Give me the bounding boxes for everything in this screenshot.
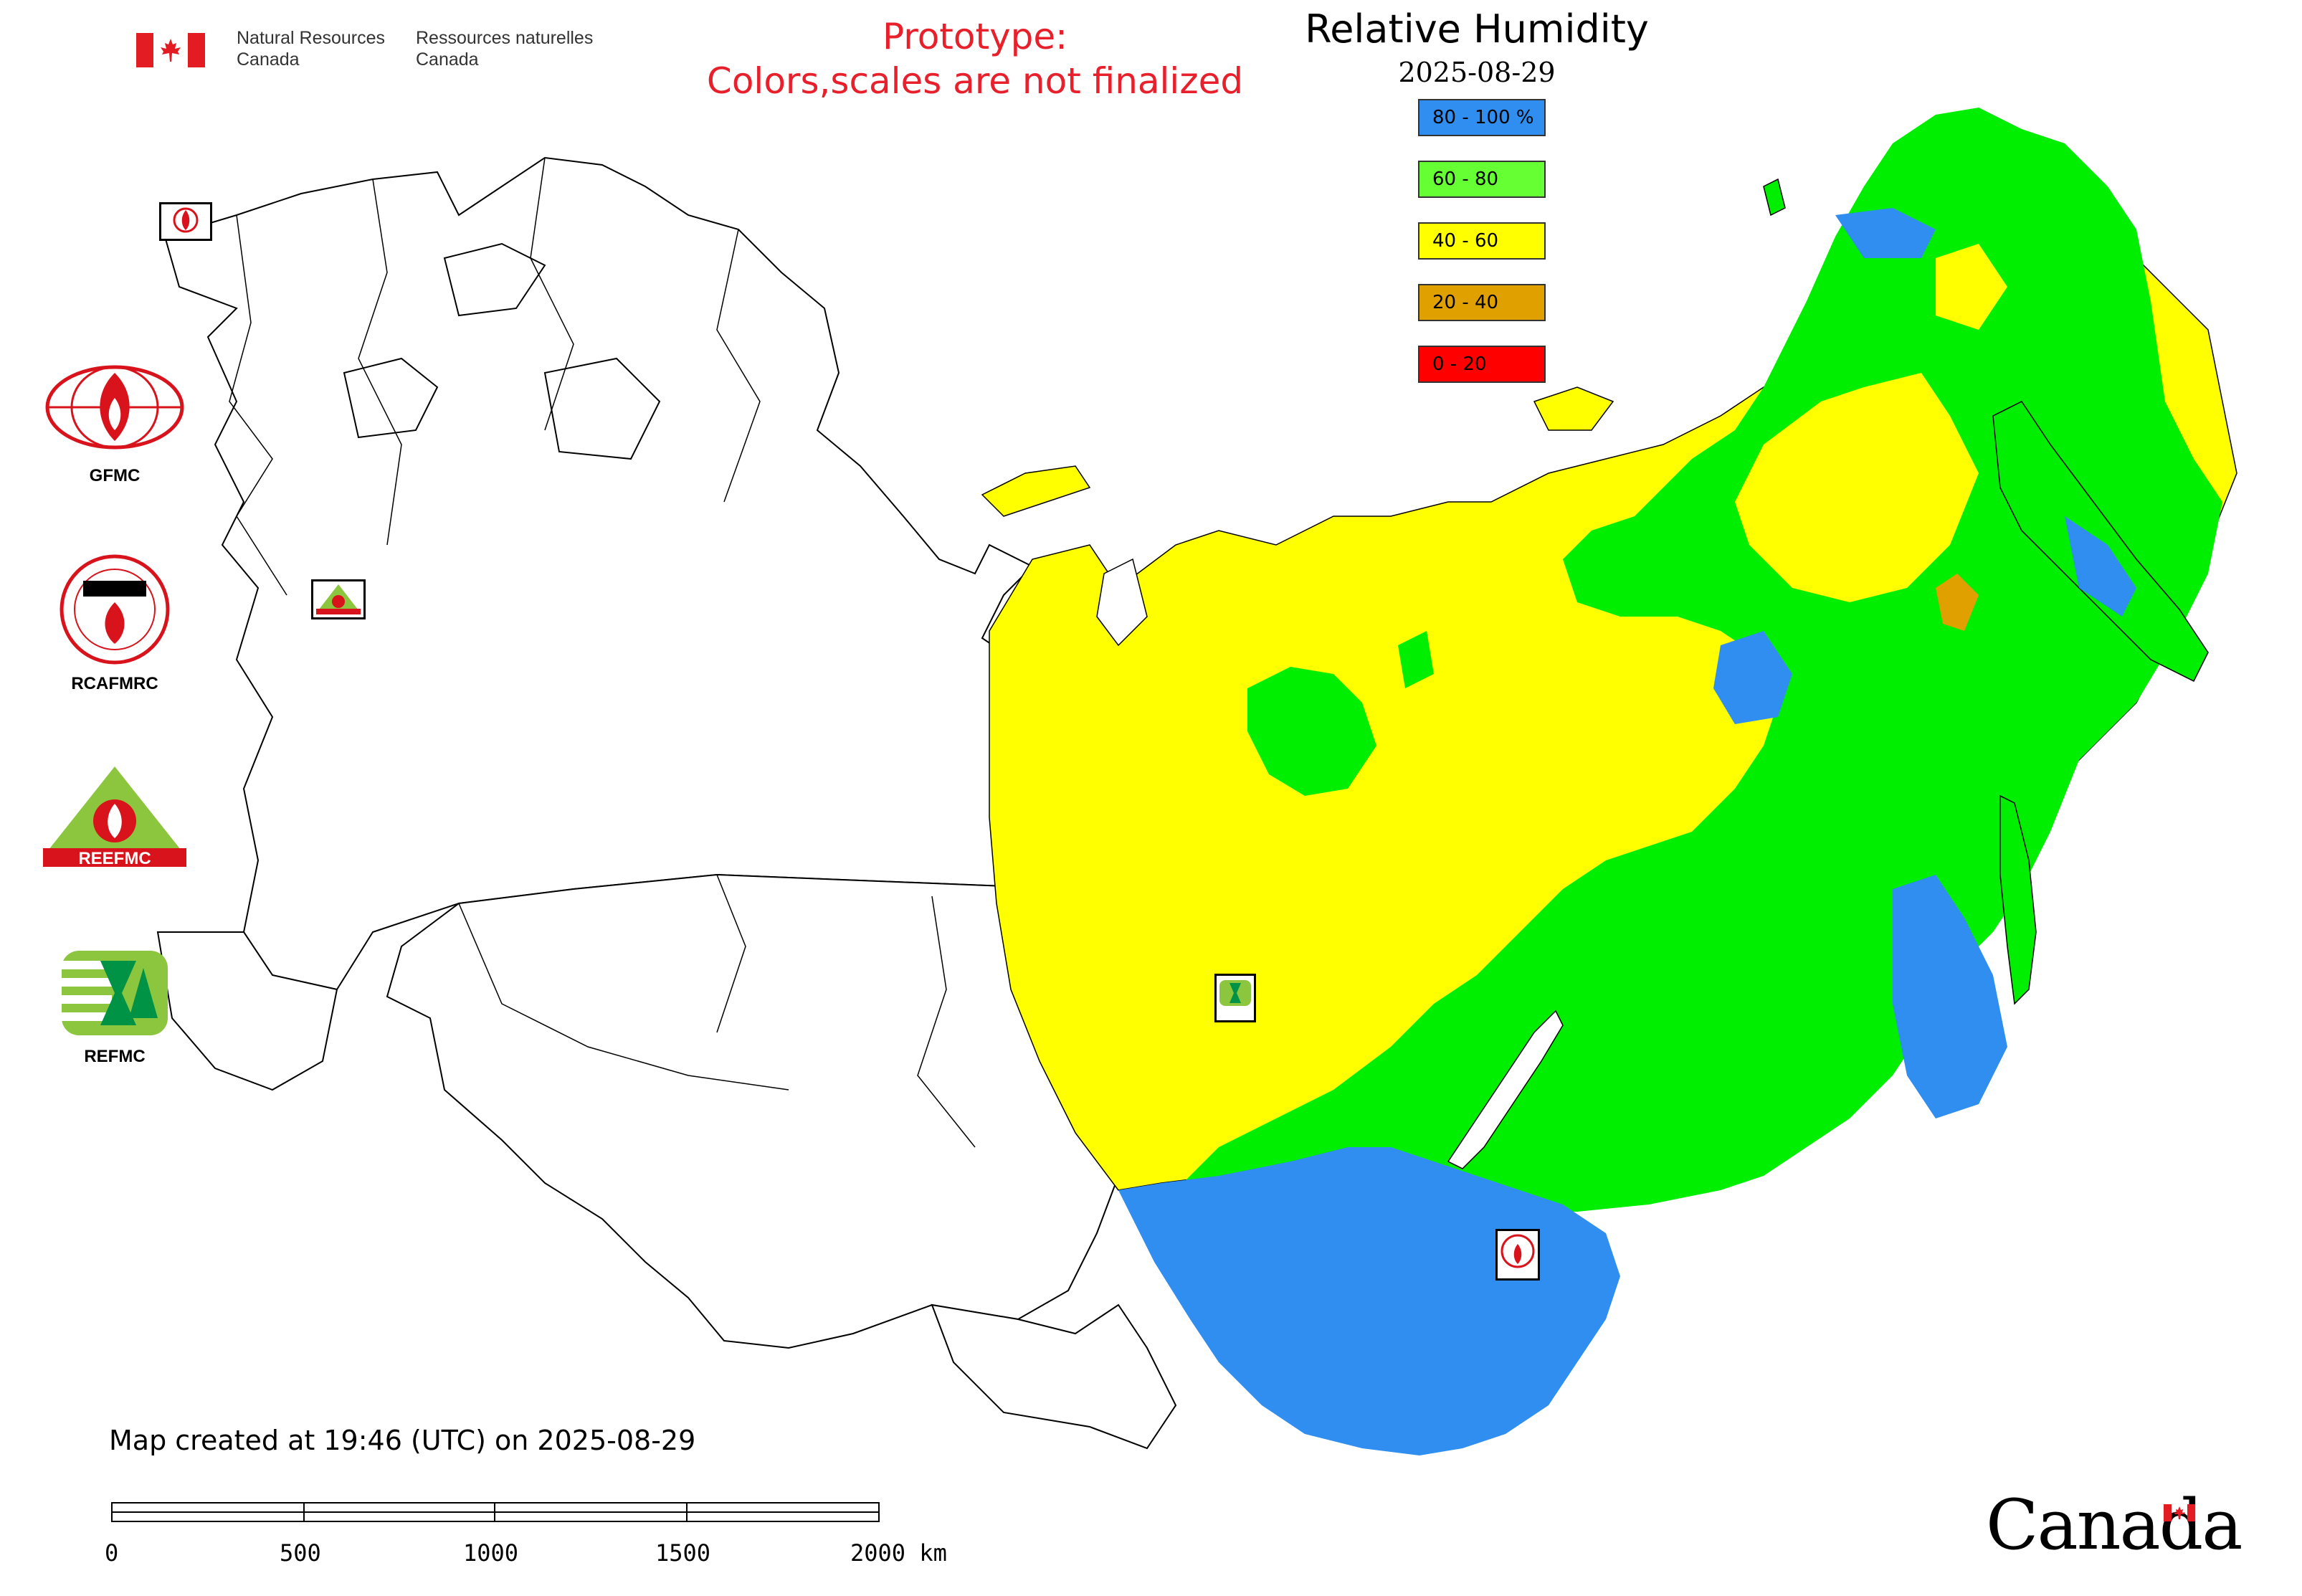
prototype-notice: Prototype: Colors,scales are not finaliz… [660,14,1290,103]
svg-text:REEFMC: REEFMC [78,849,151,868]
humidity-zone-20-40 [1936,574,1979,631]
logo-rcafmrc: RCAFMRC [29,552,201,694]
humidity-field [981,108,2237,1455]
canada-wordmark-text: Canada [1986,1485,2242,1565]
logo-label-gfmc: GFMC [89,466,141,485]
map-title: Relative Humidity [1305,6,1649,52]
reefmc-marker-icon[interactable] [311,579,366,619]
rcafmrc-marker-icon[interactable] [1495,1229,1540,1281]
refmc-logo-icon [62,951,168,1035]
prototype-line-1: Prototype: [882,16,1068,57]
legend-item-0-20: 0 - 20 [1418,346,1546,383]
legend-item-60-80: 60 - 80 [1418,161,1546,198]
logo-label-refmc: REFMC [84,1047,146,1066]
canada-wordmark-flag-icon [2164,1504,2195,1521]
scale-tick-2000: 2000 km [850,1539,947,1567]
logo-reefmc: REEFMC [29,764,201,874]
rcafmrc-logo-icon [60,554,170,665]
scale-tick-500: 500 [280,1539,321,1567]
scale-tick-0: 0 [105,1539,119,1567]
sakhalin [1999,794,2037,1005]
prototype-line-2: Colors,scales are not finalized [706,60,1244,102]
scale-tick-1000: 1000 [463,1539,519,1567]
country-outlines [156,156,1235,1450]
logo-gfmc: GFMC [29,358,201,486]
canada-flag-icon [136,33,205,67]
map-date: 2025-08-29 [1398,57,1556,88]
gfmc-logo-icon [45,365,184,450]
legend-item-80-100: 80 - 100 % [1418,99,1546,136]
lake-baikal [1447,1010,1564,1169]
org-name-en: Natural Resources Canada [237,28,386,70]
internal-borders [229,157,976,1148]
gfmc-marker-icon[interactable] [159,202,212,241]
legend-item-40-60: 40 - 60 [1418,222,1546,260]
canada-wordmark: Canada [1986,1485,2242,1565]
scale-bar [111,1502,880,1522]
refmc-marker-icon[interactable] [1214,974,1256,1022]
logo-label-rcafmrc: RCAFMRC [71,674,158,693]
humidity-zone-80-100 [1118,1147,1620,1455]
created-note: Map created at 19:46 (UTC) on 2025-08-29 [109,1425,696,1456]
logo-refmc: REFMC [29,946,201,1067]
reefmc-logo-icon: REEFMC [43,766,186,868]
legend-item-20-40: 20 - 40 [1418,284,1546,321]
government-header: Natural Resources Canada Ressources natu… [136,27,609,77]
scale-tick-1500: 1500 [655,1539,711,1567]
org-name-fr: Ressources naturelles Canada [416,28,594,70]
